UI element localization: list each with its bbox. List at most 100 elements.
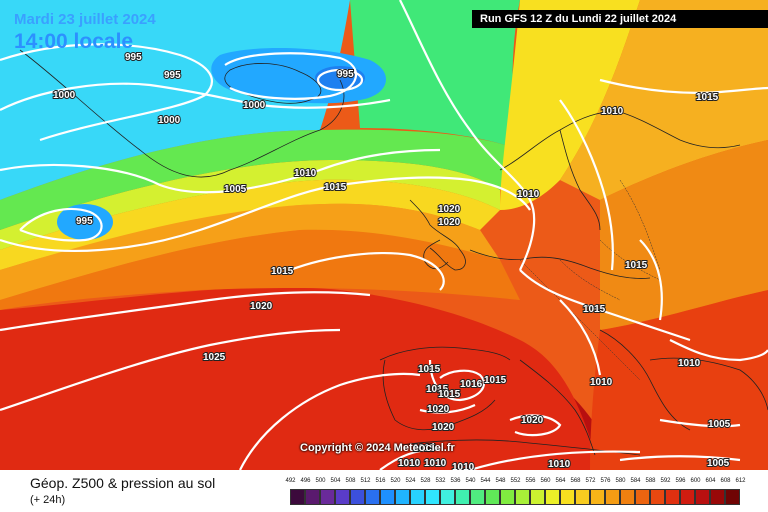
- isobar-label: 1010: [424, 458, 447, 469]
- scale-swatch: [365, 489, 380, 505]
- scale-swatch: [665, 489, 680, 505]
- zone-light-orange: [0, 203, 500, 300]
- scale-tick-label: 512: [360, 478, 371, 484]
- scale-swatch: [605, 489, 620, 505]
- scale-tick-label: 496: [300, 478, 311, 484]
- scale-swatch: [425, 489, 440, 505]
- isobar-label: 1015: [696, 92, 719, 103]
- isobar-label: 995: [164, 70, 181, 81]
- scale-tick-label: 572: [585, 478, 596, 484]
- isobar-label: 1010: [548, 459, 571, 470]
- isobar-label: 1005: [224, 184, 247, 195]
- scale-swatch: [305, 489, 320, 505]
- scale-tick-label: 504: [330, 478, 341, 484]
- isobar-label: 1005: [708, 419, 731, 430]
- isobar-label: 1010: [517, 189, 540, 200]
- isobar-label: 1010: [590, 377, 613, 388]
- zone-yellow: [0, 179, 500, 270]
- scale-swatch: [455, 489, 470, 505]
- scale-tick-label: 560: [540, 478, 551, 484]
- isobar-label: 1016: [460, 379, 483, 390]
- scale-swatch: [710, 489, 725, 505]
- scale-tick-label: 600: [690, 478, 701, 484]
- isobar-label: 1015: [438, 389, 461, 400]
- isobar-label: 1010: [398, 458, 421, 469]
- scale-swatch: [635, 489, 650, 505]
- scale-swatch: [320, 489, 335, 505]
- scale-swatch: [440, 489, 455, 505]
- isobar-label: 1015: [413, 443, 436, 454]
- isobar-label: 1010: [601, 106, 624, 117]
- coastlines: [19, 49, 768, 456]
- scale-tick-label: 492: [285, 478, 296, 484]
- scale-swatch: [485, 489, 500, 505]
- zone-green-north: [350, 0, 520, 150]
- scale-tick-label: 536: [450, 478, 461, 484]
- isobar-label: 1015: [418, 364, 441, 375]
- forecast-time: 14:00 locale: [14, 30, 134, 53]
- scale-tick-label: 612: [735, 478, 746, 484]
- scale-swatch: [335, 489, 350, 505]
- isobar-labels: 995 995 995 1000 1000 1000 995 1005 1010…: [52, 51, 732, 470]
- forecast-range: (+ 24h): [30, 494, 66, 506]
- scale-swatch: [650, 489, 665, 505]
- scale-tick-label: 592: [660, 478, 671, 484]
- scale-swatch: [545, 489, 560, 505]
- forecast-date: Mardi 23 juillet 2024: [14, 11, 156, 28]
- weather-map: 995 995 995 1000 1000 1000 995 1005 1010…: [0, 0, 768, 470]
- scale-tick-label: 520: [390, 478, 401, 484]
- isobar-label: 1000: [53, 90, 76, 101]
- scale-swatch: [560, 489, 575, 505]
- scale-tick-label: 540: [465, 478, 476, 484]
- scale-tick-label: 568: [570, 478, 581, 484]
- scale-swatch: [470, 489, 485, 505]
- zone-east-orange: [600, 140, 768, 330]
- isobar-label: 1015: [324, 182, 347, 193]
- isobar-label: 1015: [625, 260, 648, 271]
- isobar-label: 1000: [158, 115, 181, 126]
- isobar-label: 995: [76, 216, 93, 227]
- zone-north-yellow: [500, 0, 640, 210]
- isobar-label: 1015: [484, 375, 507, 386]
- scale-tick-label: 596: [675, 478, 686, 484]
- isobar-label: 1020: [438, 217, 461, 228]
- isobars: [0, 0, 768, 470]
- scale-swatch: [530, 489, 545, 505]
- scale-tick-label: 500: [315, 478, 326, 484]
- scale-tick-label: 528: [420, 478, 431, 484]
- scale-swatch: [695, 489, 710, 505]
- isobar-label: 1020: [438, 204, 461, 215]
- map-svg: 995 995 995 1000 1000 1000 995 1005 1010…: [0, 0, 768, 470]
- isobar-label: 1020: [427, 404, 450, 415]
- scale-tick-label: 604: [705, 478, 716, 484]
- scale-tick-label: 608: [720, 478, 731, 484]
- isobar-label: 1005: [707, 458, 730, 469]
- scale-swatch: [590, 489, 605, 505]
- zone-orange: [0, 229, 520, 310]
- isobar-label: 1015: [426, 384, 449, 395]
- isobar-label: 1020: [521, 415, 544, 426]
- isobar-label: 1010: [678, 358, 701, 369]
- zone-blue-low: [57, 204, 113, 240]
- isobar-label: 1020: [250, 301, 273, 312]
- scale-swatch: [500, 489, 515, 505]
- scale-tick-label: 524: [405, 478, 416, 484]
- scale-swatch: [410, 489, 425, 505]
- legend-footer: Géop. Z500 & pression au sol (+ 24h): [0, 470, 768, 512]
- scale-tick-label: 544: [480, 478, 491, 484]
- scale-tick-label: 580: [615, 478, 626, 484]
- copyright-notice: Copyright © 2024 Meteociel.fr: [300, 442, 455, 454]
- zone-red-east: [590, 290, 768, 470]
- color-scale: 492 496 500 504 508 512 516 520 524 528 532 536 540 5…: [284, 478, 750, 508]
- scale-swatch: [575, 489, 590, 505]
- run-banner: Run GFS 12 Z du Lundi 22 juillet 2024: [472, 10, 768, 28]
- zone-green: [0, 129, 520, 230]
- scale-tick-label: 584: [630, 478, 641, 484]
- scale-swatch: [290, 489, 305, 505]
- parameter-title: Géop. Z500 & pression au sol: [30, 475, 216, 491]
- scale-tick-label: 588: [645, 478, 656, 484]
- isobar-label: 1010: [294, 168, 317, 179]
- scale-swatch: [725, 489, 740, 505]
- scale-tick-label: 552: [510, 478, 521, 484]
- zone-north-orange: [560, 0, 768, 200]
